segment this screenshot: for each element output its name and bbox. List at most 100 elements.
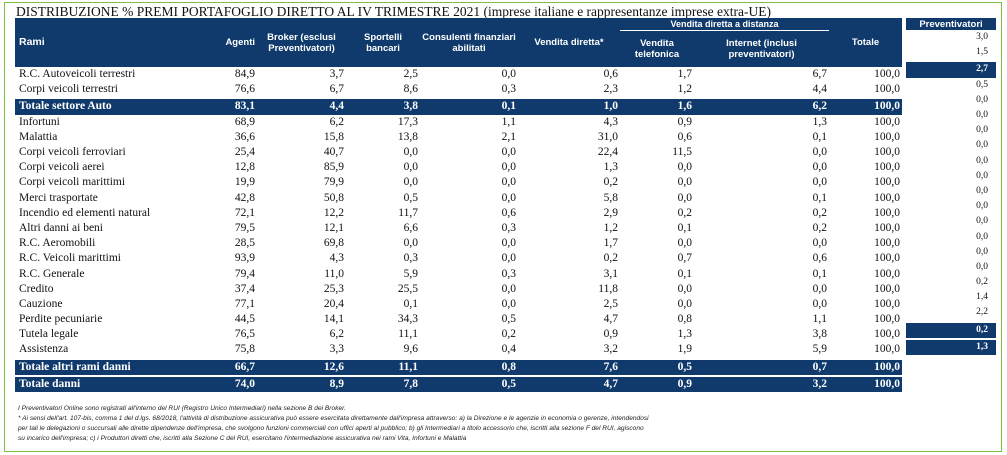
cell-vendita-diretta: 1,0 (518, 97, 620, 115)
cell-rami: Incendio ed elementi natural (19, 206, 151, 219)
cell-totale: 100,0 (874, 221, 900, 234)
cell-preventivatori: 0,2 (906, 320, 996, 339)
footnote-line: per tali le delegazioni o succursali all… (18, 425, 644, 432)
cell-broker: 85,9 (323, 161, 344, 174)
cell-telefonica: 1,7 (677, 68, 692, 81)
preventivatori-row: 0,0 (906, 245, 996, 260)
cell-preventivatori: 1,5 (976, 47, 988, 58)
cell-consulenti: 0,3 (501, 267, 516, 280)
cell-telefonica: 0,6 (677, 130, 692, 143)
cell-agenti: 28,5 (234, 237, 255, 250)
preventivatori-row: 1,5 (906, 45, 996, 61)
cell-telefonica: 0,9 (620, 374, 694, 392)
cell-rami: Cauzione (19, 297, 63, 310)
cell-telefonica: 0,0 (677, 237, 692, 250)
cell-telefonica: 1,6 (620, 97, 694, 115)
cell-telefonica: 0,9 (677, 115, 692, 128)
cell-totale: 100,0 (829, 357, 902, 376)
cell-totale: 100,0 (874, 297, 900, 310)
cell-rami: Corpi veicoli terrestri (19, 83, 118, 96)
cell-agenti: 42,8 (234, 191, 255, 204)
header-preventivatori: Preventivatori (906, 18, 996, 30)
cell-internet: 1,3 (812, 115, 827, 128)
cell-totale: 100,0 (874, 343, 900, 356)
cell-vendita-diretta: 3,1 (603, 267, 618, 280)
header-rami: Rami (15, 18, 187, 67)
table-row: Corpi veicoli terrestri 76,6 6,7 8,6 0,3 2,3 1… (15, 82, 902, 98)
cell-preventivatori: 0,0 (976, 170, 988, 181)
cell-vendita-diretta: 22,4 (597, 146, 618, 159)
cell-internet: 6,7 (812, 68, 827, 81)
cell-consulenti: 0,0 (501, 237, 516, 250)
table-row: Infortuni 68,9 6,2 17,3 1,1 4,3 0,9 1,3 100,0 (15, 115, 902, 130)
cell-broker: 15,8 (323, 130, 344, 143)
cell-rami: Corpi veicoli ferroviari (19, 146, 126, 159)
cell-broker: 6,7 (329, 83, 344, 96)
preventivatori-table: Preventivatori 3,0 1,5 2,7 0,5 0,0 0,0 0,0 0,0 0… (906, 18, 996, 355)
cell-sportelli: 34,3 (397, 313, 418, 326)
cell-rami: Assistenza (19, 343, 69, 356)
cell-consulenti: 0,0 (501, 146, 516, 159)
cell-preventivatori: 0,5 (976, 79, 988, 90)
cell-totale: 100,0 (874, 130, 900, 143)
header-vendita-diretta: Vendita diretta* (518, 18, 620, 67)
table-row: Corpi veicoli marittimi 19,9 79,9 0,0 0,0 0,2… (15, 175, 902, 190)
cell-telefonica: 1,9 (677, 343, 692, 356)
cell-consulenti: 0,0 (501, 282, 516, 295)
cell-telefonica: 0,0 (677, 282, 692, 295)
cell-sportelli: 3,8 (346, 97, 420, 115)
cell-rami: Totale altri rami danni (15, 357, 187, 376)
preventivatori-row: 0,0 (906, 260, 996, 275)
cell-vendita-diretta: 4,7 (603, 313, 618, 326)
cell-totale: 100,0 (874, 191, 900, 204)
cell-sportelli: 11,7 (398, 206, 418, 219)
cell-totale: 100,0 (874, 252, 900, 265)
cell-vendita-diretta: 0,2 (603, 252, 618, 265)
cell-broker: 6,2 (329, 328, 344, 341)
cell-consulenti: 0,0 (501, 252, 516, 265)
cell-rami: Perdite pecuniarie (19, 313, 103, 326)
cell-agenti: 74,0 (187, 374, 257, 392)
cell-broker: 12,6 (257, 357, 346, 376)
cell-agenti: 83,1 (187, 97, 257, 115)
cell-internet: 3,8 (812, 328, 827, 341)
cell-internet: 6,2 (694, 97, 829, 115)
table-row: Assistenza 75,8 3,3 9,6 0,4 3,2 1,9 5,9 100,0 (15, 342, 902, 358)
cell-agenti: 79,4 (234, 267, 255, 280)
cell-broker: 69,8 (323, 237, 344, 250)
preventivatori-row: 3,0 (906, 30, 996, 45)
cell-preventivatori: 0,2 (976, 277, 988, 288)
cell-preventivatori: 0,0 (976, 185, 988, 196)
preventivatori-row: 1,4 (906, 290, 996, 305)
footnote-line: su incarico dell'impresa; c) i Produttor… (18, 435, 467, 442)
cell-preventivatori: 0,0 (976, 110, 988, 121)
cell-totale: 100,0 (874, 68, 900, 81)
table-row: Merci trasportate 42,8 50,8 0,5 0,0 5,8 0,0 0,1… (15, 191, 902, 206)
cell-broker: 3,3 (329, 343, 344, 356)
cell-consulenti: 0,5 (420, 374, 518, 392)
cell-telefonica: 0,0 (677, 297, 692, 310)
cell-vendita-diretta: 2,5 (603, 297, 618, 310)
cell-sportelli: 2,5 (403, 68, 418, 81)
cell-consulenti: 0,0 (501, 297, 516, 310)
cell-agenti: 75,8 (234, 343, 255, 356)
cell-agenti: 19,9 (234, 176, 255, 189)
cell-internet: 0,2 (812, 206, 827, 219)
cell-internet: 0,2 (812, 221, 827, 234)
cell-broker: 8,9 (257, 374, 346, 392)
table-row: Malattia 36,6 15,8 13,8 2,1 31,0 0,6 0,1 100,0 (15, 130, 902, 145)
cell-rami: R.C. Aeromobili (19, 237, 96, 250)
cell-vendita-diretta: 3,2 (603, 343, 618, 356)
cell-preventivatori: 2,2 (976, 307, 988, 318)
cell-totale: 100,0 (874, 146, 900, 159)
cell-rami: Infortuni (19, 115, 60, 128)
title-sub: (imprese italiane e rappresentanze impre… (483, 4, 771, 19)
preventivatori-row: 0,0 (906, 154, 996, 169)
cell-vendita-diretta: 4,7 (518, 374, 620, 392)
cell-preventivatori: 0,0 (976, 155, 988, 166)
cell-sportelli: 11,1 (398, 328, 418, 341)
cell-consulenti: 0,3 (501, 83, 516, 96)
cell-sportelli: 9,6 (403, 343, 418, 356)
header-agenti: Agenti (187, 18, 257, 67)
table-row: R.C. Generale 79,4 11,0 5,9 0,3 3,1 0,1 0,1 100,… (15, 266, 902, 281)
